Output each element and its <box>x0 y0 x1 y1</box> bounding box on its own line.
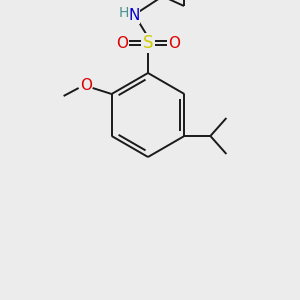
Text: O: O <box>168 35 180 50</box>
Text: H: H <box>119 6 129 20</box>
Text: N: N <box>128 8 140 23</box>
Text: O: O <box>116 35 128 50</box>
Text: O: O <box>80 79 92 94</box>
Text: S: S <box>143 34 153 52</box>
